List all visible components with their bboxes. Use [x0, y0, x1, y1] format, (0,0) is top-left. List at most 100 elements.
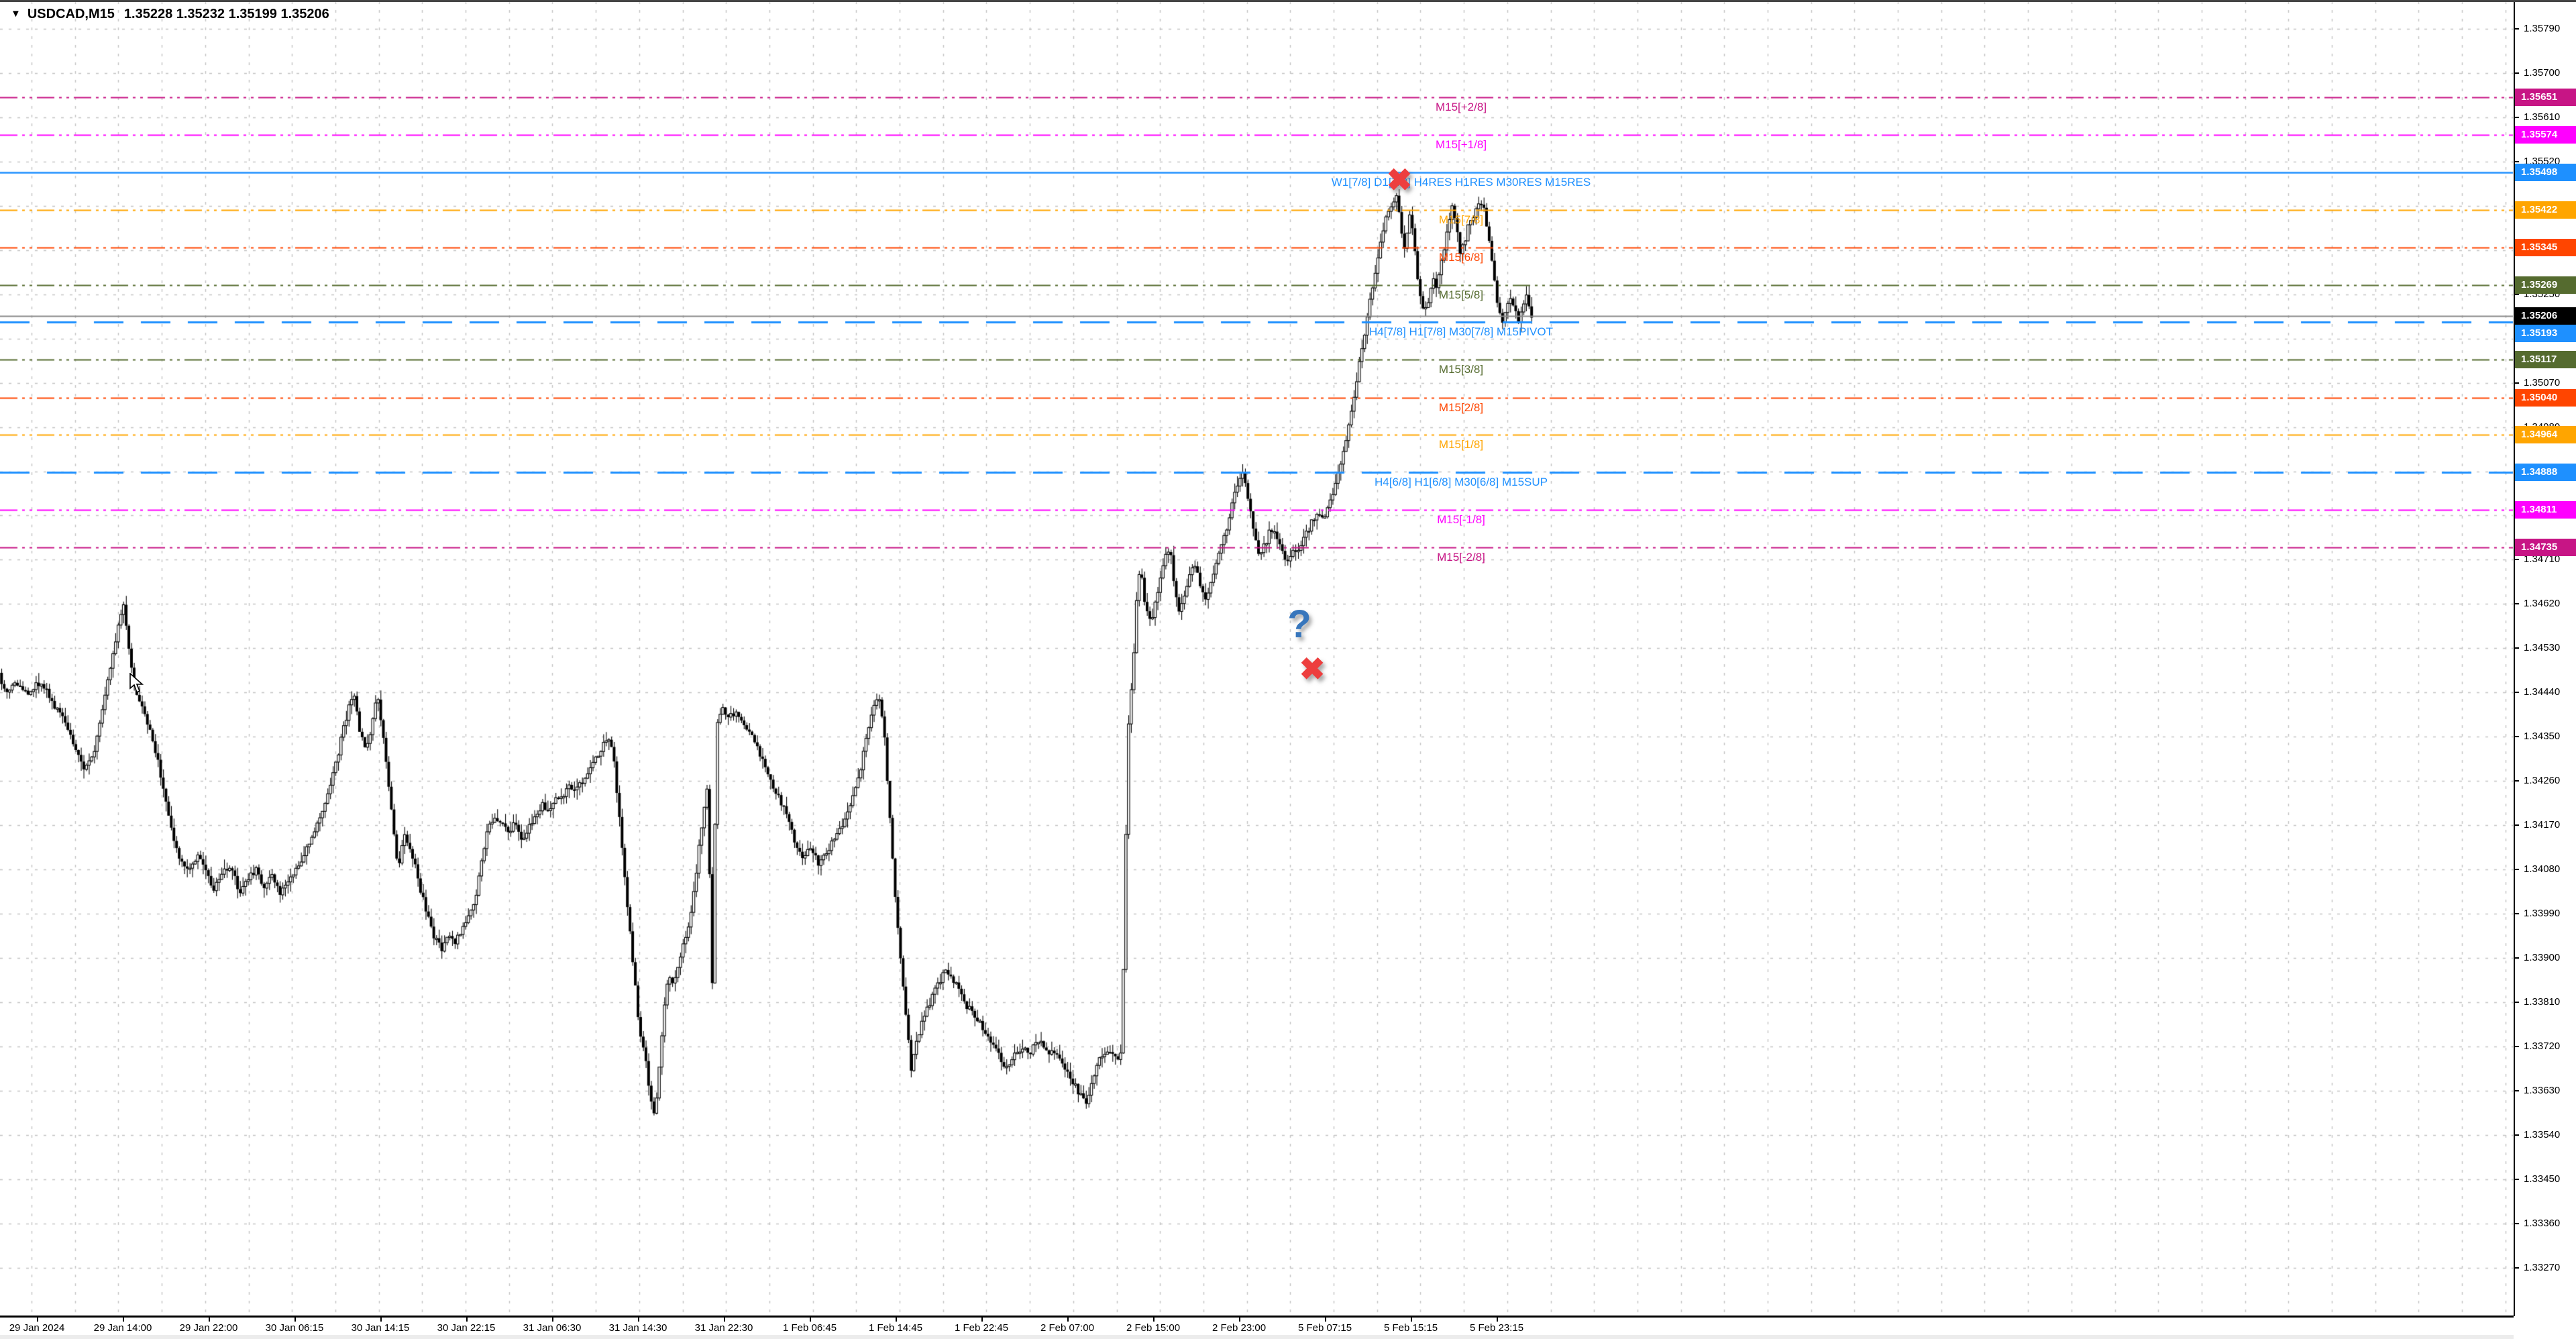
time-tick-label: 2 Feb 23:00 — [1212, 1322, 1267, 1334]
murrey-level-label: M15[1/8] — [1438, 438, 1484, 451]
price-tick-label: 1.33540 — [2524, 1128, 2561, 1140]
time-tick-mark — [810, 1318, 811, 1322]
time-tick-label: 31 Jan 14:30 — [608, 1322, 667, 1334]
price-badge: 1.35117 — [2515, 351, 2576, 369]
time-tick-label: 30 Jan 06:15 — [265, 1322, 324, 1334]
murrey-level-label: M15[+1/8] — [1435, 138, 1487, 152]
price-tick-label: 1.33810 — [2524, 996, 2561, 1008]
time-tick-label: 2 Feb 15:00 — [1126, 1322, 1181, 1334]
price-tick-label: 1.34080 — [2524, 863, 2561, 875]
price-tick-label: 1.35610 — [2524, 111, 2561, 123]
price-tick-mark — [2515, 1045, 2519, 1047]
price-tick-mark — [2515, 913, 2519, 915]
time-tick-mark — [1497, 1318, 1498, 1322]
time-tick-label: 5 Feb 15:15 — [1383, 1322, 1438, 1334]
price-tick-mark — [2515, 1178, 2519, 1180]
price-badge: 1.35498 — [2515, 163, 2576, 181]
price-tick-label: 1.34260 — [2524, 775, 2561, 787]
price-badge: 1.35574 — [2515, 126, 2576, 144]
price-tick-label: 1.33900 — [2524, 951, 2561, 963]
murrey-level-label: H4[7/8] H1[7/8] M30[7/8] M15PIVOT — [1368, 325, 1554, 339]
time-tick-mark — [209, 1318, 210, 1322]
murrey-level-label: M15[3/8] — [1438, 363, 1484, 376]
price-tick-label: 1.33990 — [2524, 908, 2561, 920]
time-tick-label: 29 Jan 22:00 — [179, 1322, 238, 1334]
price-tick-mark — [2515, 28, 2519, 30]
price-tick-label: 1.33630 — [2524, 1084, 2561, 1096]
price-tick-mark — [2515, 559, 2519, 561]
time-tick-label: 29 Jan 14:00 — [93, 1322, 152, 1334]
murrey-level-label: M15[+2/8] — [1435, 100, 1487, 113]
time-tick-mark — [466, 1318, 468, 1322]
price-tick-mark — [2515, 647, 2519, 649]
price-badge: 1.34888 — [2515, 463, 2576, 481]
time-tick-label: 2 Feb 07:00 — [1040, 1322, 1095, 1334]
price-badge: 1.35206 — [2515, 307, 2576, 325]
time-tick-mark — [638, 1318, 639, 1322]
symbol-timeframe-label: USDCAD,M15 — [27, 7, 115, 21]
price-tick-mark — [2515, 869, 2519, 871]
window-top-edge — [0, 0, 2576, 2]
time-tick-label: 1 Feb 06:45 — [782, 1322, 837, 1334]
price-tick-mark — [2515, 382, 2519, 384]
time-tick-mark — [123, 1318, 124, 1322]
time-tick-mark — [294, 1318, 296, 1322]
price-axis[interactable]: 1.357901.357001.356101.355201.354301.353… — [2514, 0, 2576, 1316]
time-tick-label: 30 Jan 14:15 — [351, 1322, 410, 1334]
price-tick-label: 1.34350 — [2524, 731, 2561, 743]
time-tick-mark — [1325, 1318, 1326, 1322]
price-badge: 1.35040 — [2515, 388, 2576, 407]
murrey-level-label: M15[6/8] — [1438, 251, 1484, 264]
price-tick-mark — [2515, 1134, 2519, 1136]
axis-corner — [2514, 1316, 2576, 1339]
price-tick-label: 1.35070 — [2524, 376, 2561, 388]
price-tick-mark — [2515, 160, 2519, 162]
murrey-level-label: W1[7/8] D1[7/8] H4RES H1RES M30RES M15RE… — [1331, 175, 1591, 189]
time-tick-label: 31 Jan 22:30 — [694, 1322, 753, 1334]
price-tick-label: 1.34620 — [2524, 598, 2561, 610]
x-mark-object-lower[interactable]: ✖ — [1299, 651, 1326, 686]
window-bottom-edge — [0, 1335, 2514, 1339]
price-tick-label: 1.33270 — [2524, 1261, 2561, 1273]
price-tick-label: 1.33720 — [2524, 1040, 2561, 1052]
price-tick-mark — [2515, 1267, 2519, 1269]
price-tick-mark — [2515, 603, 2519, 605]
price-tick-label: 1.35790 — [2524, 23, 2561, 34]
price-tick-mark — [2515, 1222, 2519, 1224]
price-tick-label: 1.34710 — [2524, 553, 2561, 566]
time-tick-label: 5 Feb 07:15 — [1297, 1322, 1352, 1334]
price-tick-mark — [2515, 1001, 2519, 1003]
price-tick-mark — [2515, 116, 2519, 118]
price-badge: 1.35422 — [2515, 201, 2576, 219]
price-badge: 1.35345 — [2515, 239, 2576, 257]
price-tick-mark — [2515, 780, 2519, 782]
time-tick-mark — [380, 1318, 382, 1322]
price-tick-label: 1.33450 — [2524, 1173, 2561, 1185]
murrey-level-label: M15[7/8] — [1438, 213, 1484, 226]
price-tick-mark — [2515, 1089, 2519, 1091]
price-tick-label: 1.34170 — [2524, 819, 2561, 831]
price-badge: 1.34735 — [2515, 539, 2576, 557]
ohlc-quote-label: 1.35228 1.35232 1.35199 1.35206 — [123, 7, 329, 21]
time-tick-mark — [896, 1318, 897, 1322]
time-tick-mark — [1153, 1318, 1155, 1322]
mouse-cursor-icon — [129, 673, 144, 694]
price-tick-mark — [2515, 824, 2519, 826]
price-badge: 1.35269 — [2515, 276, 2576, 294]
price-tick-mark — [2515, 736, 2519, 738]
time-tick-label: 31 Jan 06:30 — [523, 1322, 582, 1334]
murrey-level-label: H4[6/8] H1[6/8] M30[6/8] M15SUP — [1375, 475, 1548, 488]
time-tick-mark — [724, 1318, 725, 1322]
murrey-level-label: M15[-1/8] — [1437, 513, 1485, 527]
x-mark-object-peak[interactable]: ✖ — [1386, 162, 1413, 197]
time-tick-mark — [37, 1318, 38, 1322]
price-tick-mark — [2515, 957, 2519, 959]
price-tick-label: 1.35700 — [2524, 66, 2561, 78]
time-tick-mark — [981, 1318, 983, 1322]
time-tick-label: 5 Feb 23:15 — [1469, 1322, 1524, 1334]
time-tick-label: 1 Feb 14:45 — [868, 1322, 923, 1334]
question-mark-object[interactable]: ? — [1287, 602, 1311, 646]
price-tick-mark — [2515, 692, 2519, 694]
time-tick-label: 1 Feb 22:45 — [954, 1322, 1009, 1334]
